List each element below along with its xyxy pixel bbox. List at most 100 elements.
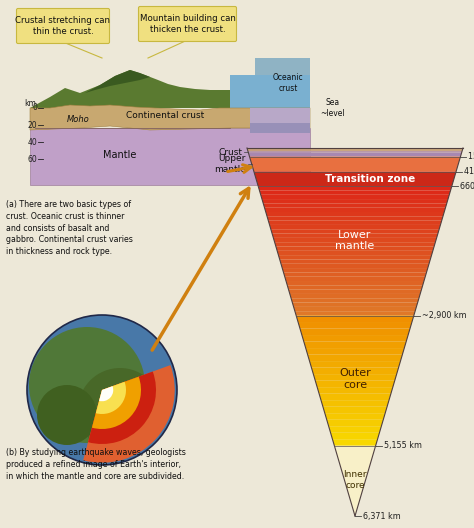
Polygon shape xyxy=(272,233,438,238)
Wedge shape xyxy=(83,365,175,463)
Text: Moho: Moho xyxy=(67,116,90,125)
Text: 0: 0 xyxy=(32,103,37,112)
Polygon shape xyxy=(30,105,310,130)
Polygon shape xyxy=(264,208,446,212)
Polygon shape xyxy=(306,348,404,355)
Polygon shape xyxy=(327,420,383,426)
FancyBboxPatch shape xyxy=(138,6,237,42)
Polygon shape xyxy=(258,186,452,191)
Text: Crustal stretching can
thin the crust.: Crustal stretching can thin the crust. xyxy=(16,16,110,36)
Polygon shape xyxy=(278,255,431,259)
Polygon shape xyxy=(296,316,414,322)
Text: 150 km: 150 km xyxy=(468,152,474,161)
Polygon shape xyxy=(308,355,402,361)
Polygon shape xyxy=(30,128,310,185)
Polygon shape xyxy=(304,342,406,348)
Polygon shape xyxy=(262,199,448,203)
Polygon shape xyxy=(310,361,401,367)
Polygon shape xyxy=(248,153,462,157)
Polygon shape xyxy=(85,70,150,93)
Text: Sea
~level: Sea ~level xyxy=(320,98,345,118)
Text: (a) There are two basic types of
crust. Oceanic crust is thinner
and consists of: (a) There are two basic types of crust. … xyxy=(6,200,133,256)
Polygon shape xyxy=(248,151,462,153)
FancyBboxPatch shape xyxy=(17,8,109,43)
Polygon shape xyxy=(277,251,433,255)
Text: Mountain building can
thicken the crust.: Mountain building can thicken the crust. xyxy=(139,14,236,34)
Polygon shape xyxy=(267,216,443,221)
Polygon shape xyxy=(273,238,437,242)
Polygon shape xyxy=(323,407,387,413)
Polygon shape xyxy=(285,277,425,281)
Text: km: km xyxy=(24,99,36,108)
Text: Continental crust: Continental crust xyxy=(126,111,204,120)
Text: (b) By studying earthquake waves, geologists
produced a refined image of Earth's: (b) By studying earthquake waves, geolog… xyxy=(6,448,186,480)
Polygon shape xyxy=(282,268,428,272)
Text: Crust: Crust xyxy=(218,148,242,157)
Polygon shape xyxy=(290,294,420,298)
Text: 410 km: 410 km xyxy=(464,167,474,176)
Circle shape xyxy=(78,368,162,452)
Text: 60: 60 xyxy=(27,155,37,164)
Polygon shape xyxy=(319,394,391,400)
Polygon shape xyxy=(30,70,230,108)
Polygon shape xyxy=(289,290,421,294)
Polygon shape xyxy=(259,191,451,195)
Circle shape xyxy=(27,315,177,465)
Polygon shape xyxy=(270,225,440,229)
Polygon shape xyxy=(313,374,397,381)
Polygon shape xyxy=(280,259,430,264)
Polygon shape xyxy=(250,108,310,123)
Polygon shape xyxy=(315,381,395,387)
Polygon shape xyxy=(230,75,310,108)
Polygon shape xyxy=(293,307,416,311)
Polygon shape xyxy=(328,426,382,433)
Polygon shape xyxy=(332,439,377,446)
Text: 20: 20 xyxy=(27,120,37,129)
Polygon shape xyxy=(266,212,444,216)
Text: 6,371 km: 6,371 km xyxy=(363,512,401,521)
Text: 5,155 km: 5,155 km xyxy=(383,441,421,450)
Polygon shape xyxy=(291,298,419,303)
Polygon shape xyxy=(325,413,385,420)
Polygon shape xyxy=(292,303,418,307)
Polygon shape xyxy=(255,58,310,75)
Polygon shape xyxy=(286,281,424,285)
Polygon shape xyxy=(287,285,423,290)
Polygon shape xyxy=(321,400,389,407)
Polygon shape xyxy=(250,123,310,133)
Polygon shape xyxy=(249,157,460,172)
Wedge shape xyxy=(96,382,126,414)
Wedge shape xyxy=(99,386,113,401)
Polygon shape xyxy=(271,229,439,233)
Text: ~2,900 km: ~2,900 km xyxy=(422,311,466,320)
Polygon shape xyxy=(300,328,410,335)
Text: 660 km: 660 km xyxy=(460,182,474,191)
Polygon shape xyxy=(268,221,442,225)
Text: Oceanic
crust: Oceanic crust xyxy=(273,73,303,93)
Polygon shape xyxy=(295,311,415,316)
Polygon shape xyxy=(247,148,463,149)
Polygon shape xyxy=(261,195,449,199)
Wedge shape xyxy=(88,372,156,444)
Text: Outer
core: Outer core xyxy=(339,368,371,390)
Polygon shape xyxy=(220,90,310,108)
Polygon shape xyxy=(276,247,434,251)
Polygon shape xyxy=(283,272,427,277)
Text: Lower
mantle: Lower mantle xyxy=(336,230,374,251)
Text: Transition zone: Transition zone xyxy=(325,174,415,184)
Polygon shape xyxy=(281,264,429,268)
Polygon shape xyxy=(311,367,399,374)
Text: Inner
core: Inner core xyxy=(343,470,367,490)
Polygon shape xyxy=(247,149,463,151)
Polygon shape xyxy=(298,322,412,328)
Circle shape xyxy=(29,327,145,443)
Text: 40: 40 xyxy=(27,138,37,147)
Text: Mantle: Mantle xyxy=(103,150,137,160)
Polygon shape xyxy=(254,172,456,186)
Polygon shape xyxy=(302,335,408,342)
Polygon shape xyxy=(317,387,393,394)
Wedge shape xyxy=(92,376,141,429)
Circle shape xyxy=(37,385,97,445)
Polygon shape xyxy=(263,203,447,208)
Polygon shape xyxy=(334,446,375,516)
